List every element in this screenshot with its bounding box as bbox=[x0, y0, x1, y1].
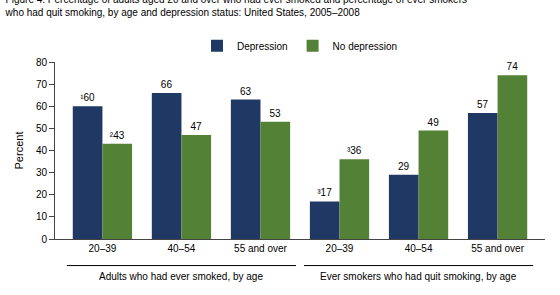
svg-text:³36: ³36 bbox=[347, 145, 362, 156]
svg-text:³17: ³17 bbox=[317, 187, 332, 198]
svg-text:10: 10 bbox=[36, 211, 48, 222]
svg-text:Figure 4. Percentage of adults: Figure 4. Percentage of adults aged 20 a… bbox=[5, 0, 467, 18]
svg-text:29: 29 bbox=[398, 161, 410, 172]
svg-text:55 and over: 55 and over bbox=[234, 243, 287, 254]
svg-text:30: 30 bbox=[36, 167, 48, 178]
svg-text:74: 74 bbox=[507, 61, 519, 72]
svg-text:Percent: Percent bbox=[13, 132, 25, 170]
svg-text:63: 63 bbox=[240, 86, 252, 97]
svg-text:40: 40 bbox=[36, 145, 48, 156]
svg-text:53: 53 bbox=[270, 108, 282, 119]
svg-text:²43: ²43 bbox=[110, 130, 125, 141]
svg-text:40–54: 40–54 bbox=[405, 243, 433, 254]
svg-text:20–39: 20–39 bbox=[89, 243, 117, 254]
svg-text:57: 57 bbox=[477, 99, 489, 110]
svg-text:66: 66 bbox=[161, 79, 173, 90]
svg-text:60: 60 bbox=[36, 101, 48, 112]
svg-text:Adults who had ever smoked, by: Adults who had ever smoked, by age bbox=[99, 271, 263, 282]
svg-text:47: 47 bbox=[190, 121, 202, 132]
svg-text:50: 50 bbox=[36, 123, 48, 134]
svg-text:Depression: Depression bbox=[237, 41, 288, 52]
svg-text:70: 70 bbox=[36, 79, 48, 90]
svg-text:40–54: 40–54 bbox=[168, 243, 196, 254]
svg-text:55 and over: 55 and over bbox=[471, 243, 524, 254]
svg-text:Ever smokers who had quit smok: Ever smokers who had quit smoking, by ag… bbox=[320, 271, 517, 282]
svg-text:80: 80 bbox=[36, 57, 48, 68]
svg-text:49: 49 bbox=[428, 117, 440, 128]
svg-text:¹60: ¹60 bbox=[80, 92, 95, 103]
svg-text:0: 0 bbox=[41, 234, 47, 245]
svg-text:20: 20 bbox=[36, 189, 48, 200]
svg-text:20–39: 20–39 bbox=[326, 243, 354, 254]
svg-text:No depression: No depression bbox=[333, 41, 397, 52]
